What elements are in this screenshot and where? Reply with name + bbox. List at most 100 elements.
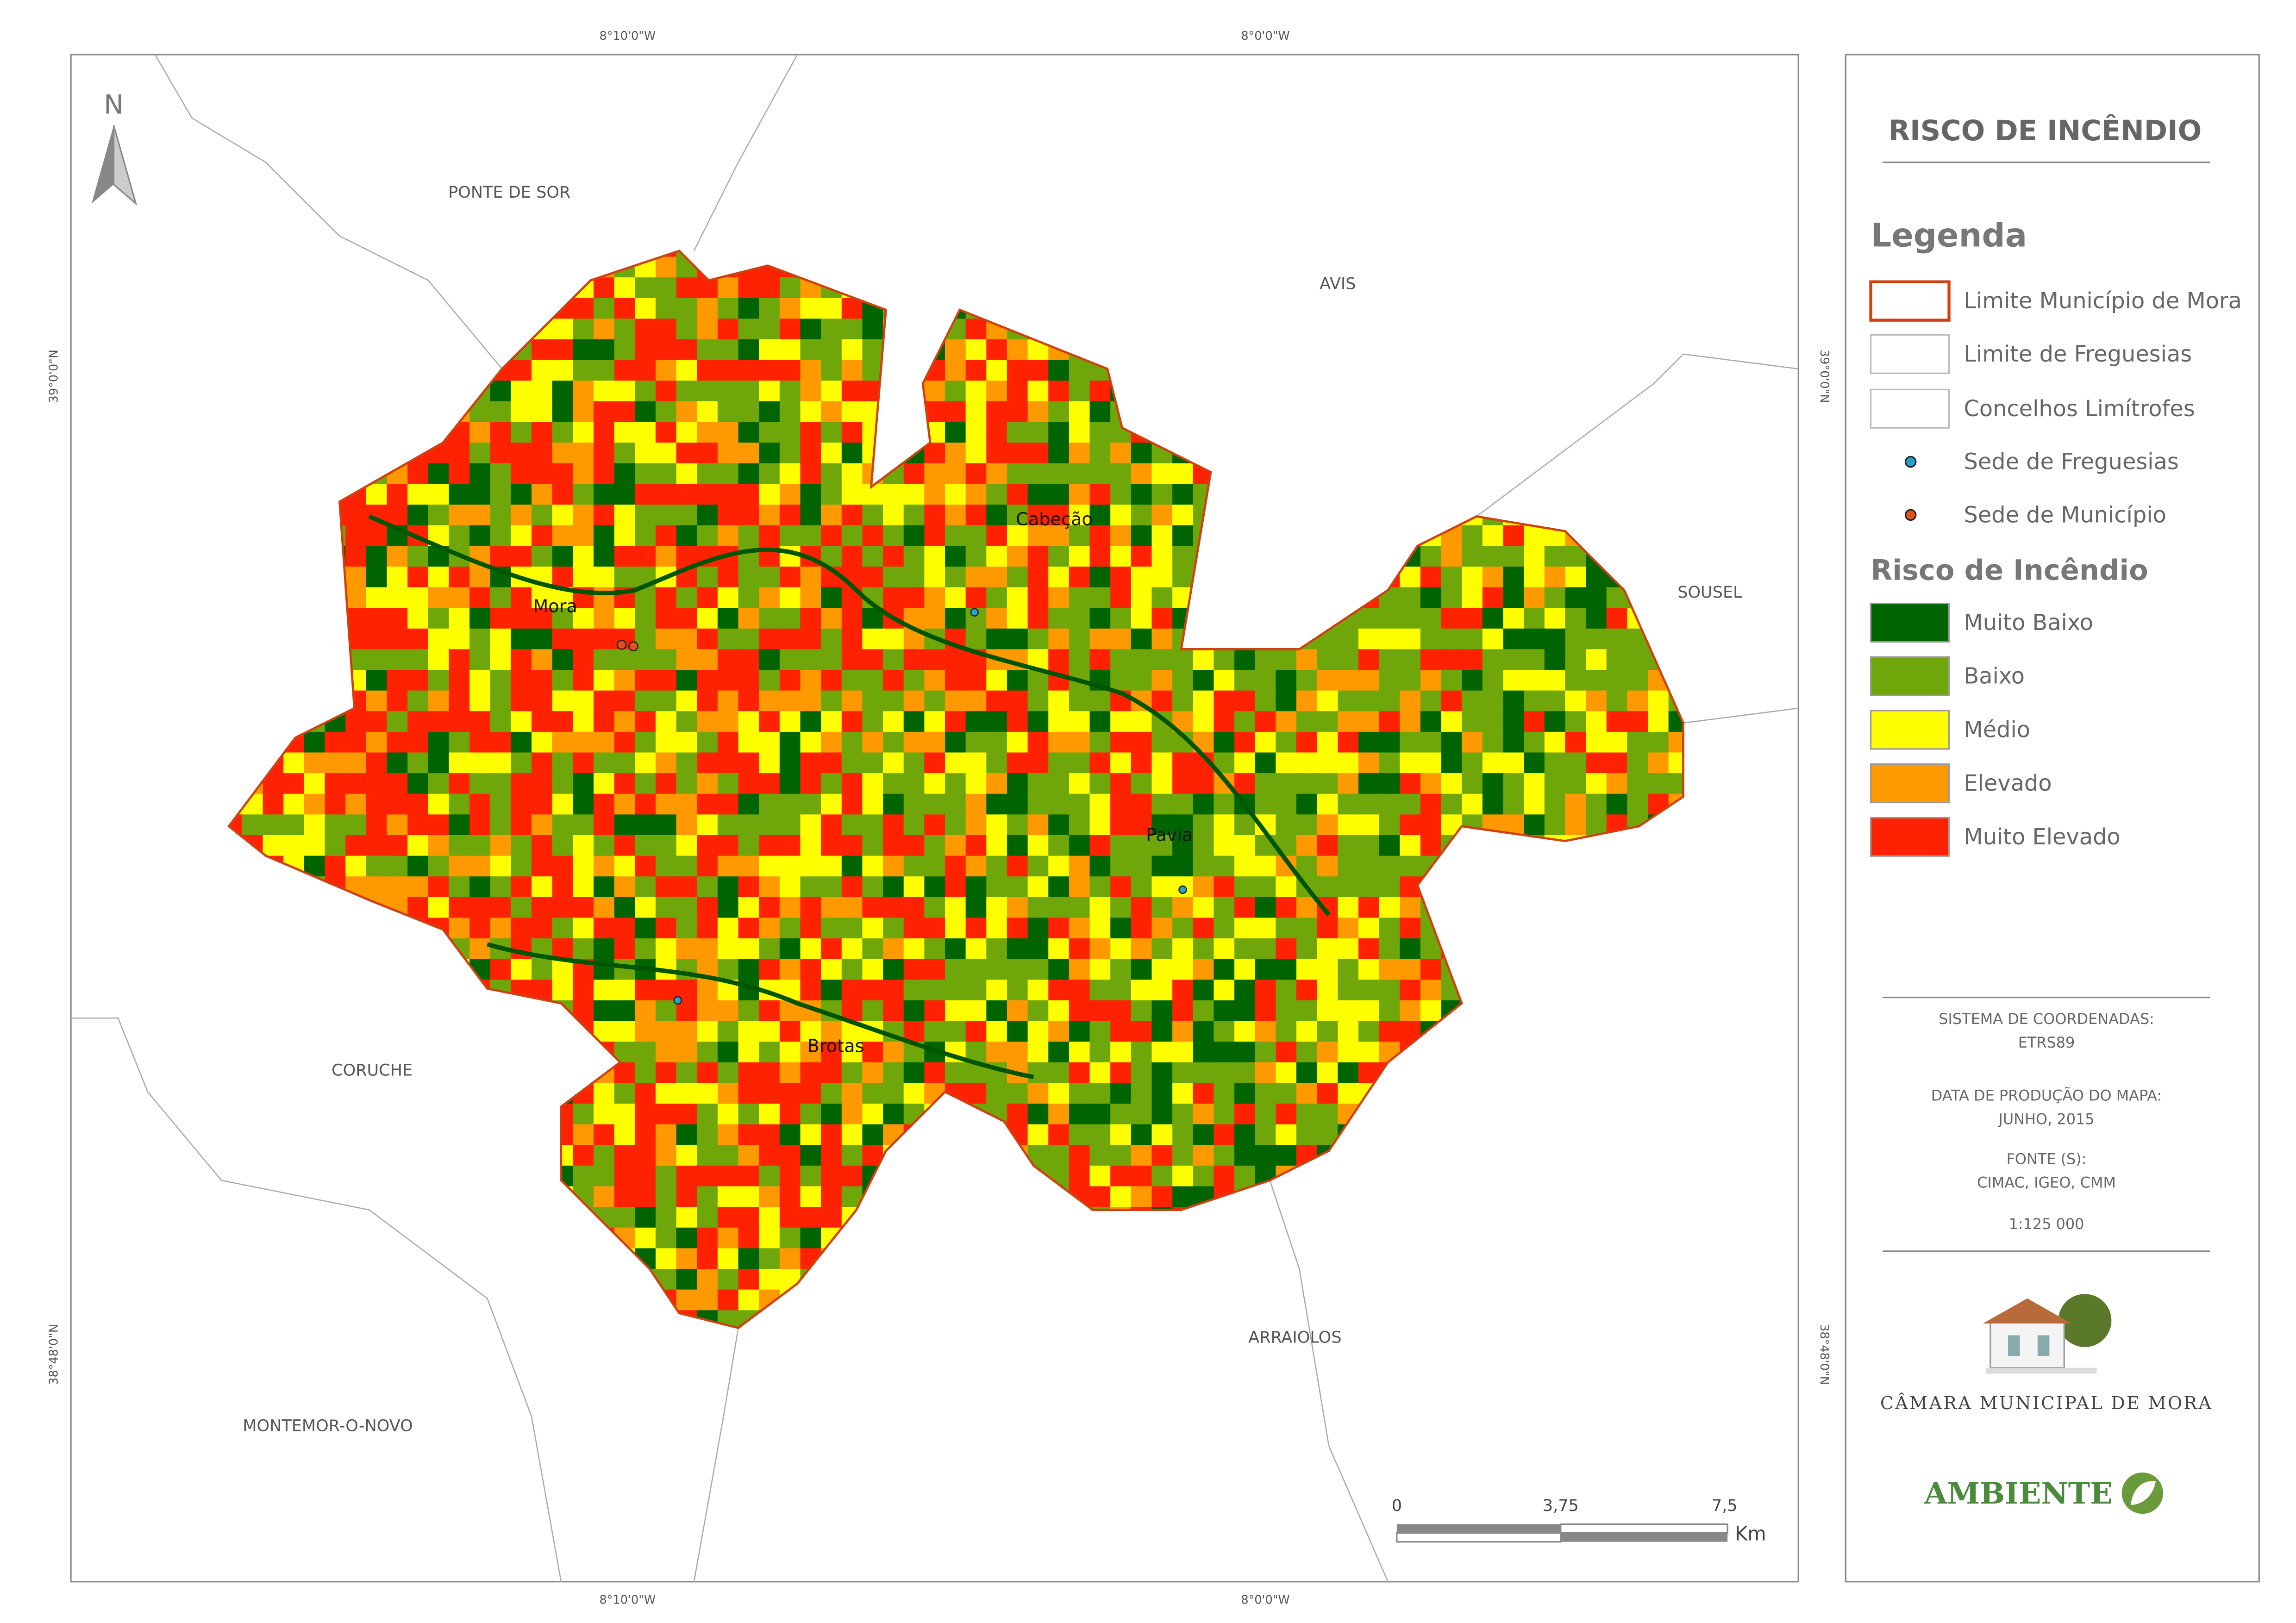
risk-cell (1007, 918, 1029, 940)
risk-cell (387, 773, 409, 795)
risk-cell (1110, 1083, 1133, 1105)
risk-cell (862, 793, 885, 816)
risk-cell (1131, 711, 1153, 734)
risk-cell (1255, 1000, 1277, 1023)
risk-cell (635, 876, 657, 899)
risk-cell (614, 918, 637, 940)
risk-cell (655, 1165, 678, 1188)
risk-cell (635, 1145, 657, 1167)
risk-cell (676, 835, 699, 857)
risk-cell (428, 814, 450, 837)
risk-cell (614, 670, 637, 692)
risk-cell (407, 752, 430, 775)
risk-cell (883, 566, 905, 589)
risk-cell (1317, 1062, 1339, 1085)
risk-cell (717, 1248, 740, 1271)
risk-cell (511, 381, 533, 403)
risk-cell (1089, 401, 1112, 424)
risk-cell (449, 855, 471, 878)
risk-cell (532, 897, 554, 919)
risk-cell (1131, 938, 1153, 961)
risk-cell (1172, 773, 1195, 795)
risk-cell (821, 752, 843, 775)
risk-cell (1110, 773, 1133, 795)
risk-cell (779, 608, 802, 630)
risk-cell (614, 793, 637, 816)
risk-cell (717, 1021, 740, 1043)
risk-cell (1565, 587, 1588, 610)
risk-cell (1400, 835, 1422, 857)
risk-cell (614, 360, 637, 382)
risk-cell (1234, 711, 1257, 734)
risk-cell (1151, 566, 1174, 589)
risk-cell (883, 505, 905, 527)
risk-cell (841, 401, 864, 424)
risk-cell (779, 360, 802, 382)
risk-cell (759, 731, 782, 754)
risk-cell (821, 1124, 843, 1147)
risk-cell (1110, 711, 1133, 734)
risk-cell (986, 422, 1009, 444)
risk-cell (1069, 959, 1091, 981)
risk-cell (1027, 731, 1050, 754)
risk-cell (1214, 793, 1236, 816)
risk-cell (1400, 773, 1422, 795)
risk-cell (1565, 566, 1588, 589)
risk-cell (1503, 752, 1526, 775)
scale-label: 3,75 (1543, 1496, 1579, 1515)
risk-cell (821, 876, 843, 899)
risk-cell (1400, 814, 1422, 837)
risk-cell (924, 546, 947, 568)
risk-cell (903, 505, 926, 527)
risk-cell (635, 835, 657, 857)
risk-cell (1317, 835, 1339, 857)
scale-label: 0 (1392, 1496, 1402, 1515)
risk-cell (387, 670, 409, 692)
risk-cell (1255, 711, 1277, 734)
risk-cell (1441, 587, 1464, 610)
risk-cell (738, 1165, 761, 1188)
risk-cell (1007, 1042, 1029, 1064)
risk-cell (1482, 752, 1505, 775)
risk-cell (738, 793, 761, 816)
risk-cell (594, 298, 616, 320)
risk-cell (532, 876, 554, 899)
risk-cell (511, 525, 533, 548)
risk-cell (1007, 1021, 1029, 1043)
risk-cell (552, 731, 575, 754)
risk-cell (366, 608, 388, 630)
risk-cell (1255, 1104, 1277, 1126)
risk-cell (759, 1227, 782, 1250)
risk-cell (1420, 546, 1443, 568)
risk-cell (1482, 690, 1505, 713)
risk-cell (779, 918, 802, 940)
risk-cell (676, 1227, 699, 1250)
risk-cell (387, 608, 409, 630)
risk-cell (924, 690, 947, 713)
risk-cell (738, 918, 761, 940)
risk-cell (986, 505, 1009, 527)
risk-cell (387, 690, 409, 713)
risk-cell (449, 752, 471, 775)
risk-cell (779, 711, 802, 734)
risk-cell (800, 918, 823, 940)
risk-cell (1131, 525, 1153, 548)
risk-cell (1400, 855, 1422, 878)
risk-cell (490, 649, 513, 672)
risk-cell (1234, 1000, 1257, 1023)
risk-cell (738, 484, 761, 506)
risk-cell (469, 422, 492, 444)
risk-cell (841, 318, 864, 341)
risk-cell (1214, 918, 1236, 940)
risk-cell (1358, 1000, 1381, 1023)
risk-cell (1338, 855, 1360, 878)
risk-cell (924, 1021, 947, 1043)
risk-cell (1255, 855, 1277, 878)
risk-cell (1069, 546, 1091, 568)
risk-cell (903, 649, 926, 672)
risk-cell (1276, 1145, 1298, 1167)
risk-cell (614, 649, 637, 672)
risk-cell (614, 546, 637, 568)
risk-cell (1048, 401, 1071, 424)
risk-cell (532, 505, 554, 527)
